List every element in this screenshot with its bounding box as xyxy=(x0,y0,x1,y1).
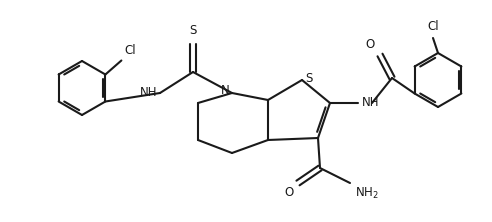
Text: NH: NH xyxy=(362,97,379,109)
Text: Cl: Cl xyxy=(427,20,439,33)
Text: O: O xyxy=(285,186,294,199)
Text: NH: NH xyxy=(140,87,157,99)
Text: Cl: Cl xyxy=(124,44,136,57)
Text: NH$_2$: NH$_2$ xyxy=(355,186,379,201)
Text: S: S xyxy=(305,73,312,85)
Text: N: N xyxy=(221,85,230,97)
Text: O: O xyxy=(366,38,375,51)
Text: S: S xyxy=(189,24,197,37)
